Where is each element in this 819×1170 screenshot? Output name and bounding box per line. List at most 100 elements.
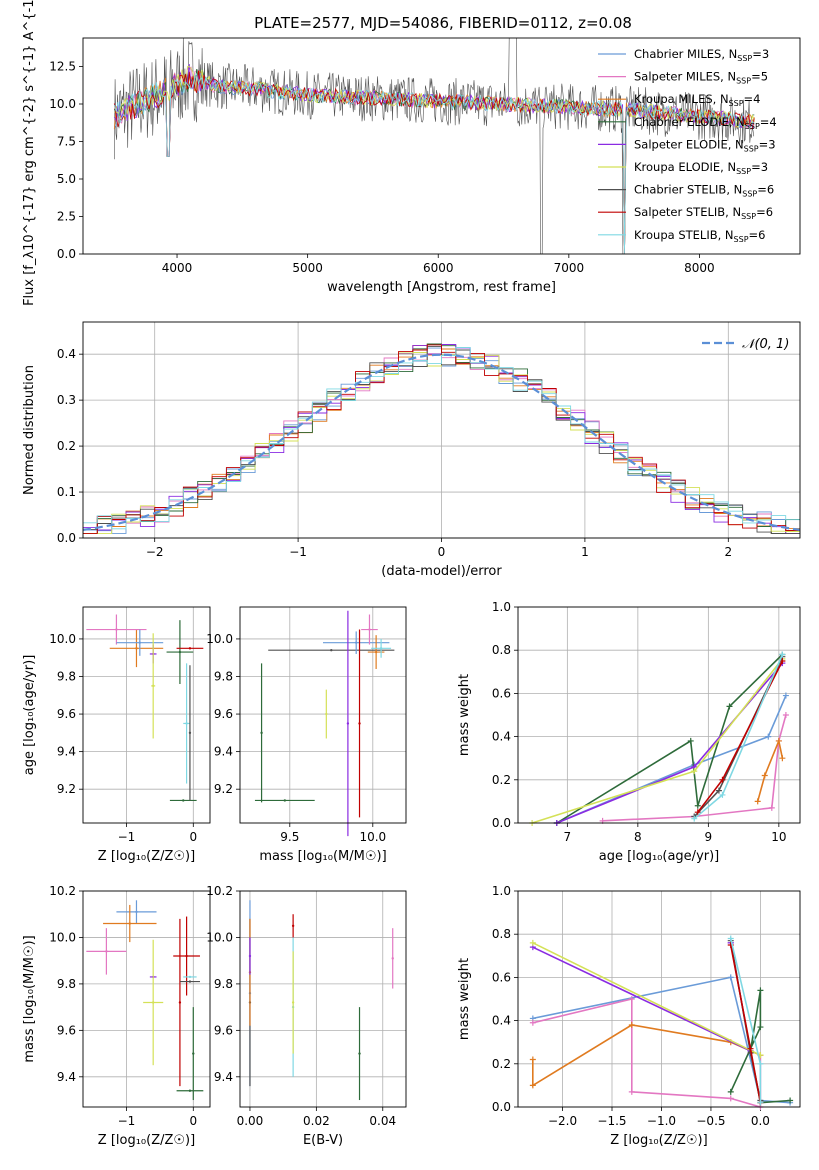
x-tick-label: −0.5 (696, 1114, 725, 1128)
y-tick-label: 10.0 (206, 930, 233, 944)
plus-marker (779, 755, 786, 762)
x-tick-label: 1 (581, 545, 589, 559)
plus-marker (691, 768, 698, 775)
axes-panel-6: 0.00 0.02 0.04 9.4 9.6 9.8 10.0 10.2 E(B-V) (206, 884, 407, 1148)
y-tick-label: 9.6 (214, 707, 233, 721)
data-point (355, 641, 358, 644)
x-axis-label: Z [log₁₀(Z/Z☉)] (98, 849, 195, 864)
y-tick-label: 5.0 (57, 172, 76, 186)
x-tick-label: 4000 (162, 261, 193, 275)
histogram-salpeter_stelib (83, 344, 800, 534)
plus-marker (529, 1056, 536, 1063)
x-tick-label: 9.5 (280, 830, 299, 844)
axes-frame (517, 606, 801, 824)
legend-entry: 𝒩(0, 1) (742, 337, 789, 352)
axes-frame (239, 890, 407, 1108)
y-tick-label: 0.4 (57, 347, 76, 361)
y-tick-label: 10.0 (206, 632, 233, 646)
plus-marker (761, 772, 768, 779)
plus-marker (782, 712, 789, 718)
y-tick-label: 0.6 (492, 686, 511, 700)
y-tick-label: 12.5 (49, 60, 76, 74)
x-axis-label: (data-model)/error (381, 564, 502, 579)
x-tick-label: 7 (564, 830, 572, 844)
series-line-kroupa_miles (756, 738, 784, 802)
axes-panel-1: −2 −1 0 1 2 0.0 0.1 0.2 0.3 0.4 (data-model)/error… (22, 321, 801, 579)
plus-marker (787, 1097, 794, 1104)
plus-marker (687, 737, 694, 744)
x-tick-label: 6000 (423, 261, 454, 275)
x-tick-label: 5000 (292, 261, 323, 275)
plus-marker (727, 1088, 734, 1095)
plus-marker (715, 787, 722, 794)
data-point (291, 1001, 295, 1004)
y-tick-label: 0.0 (57, 531, 76, 545)
data-point (374, 650, 378, 654)
plus-marker (727, 1095, 734, 1102)
x-tick-label: 7000 (554, 261, 585, 275)
y-tick-label: 2.5 (57, 210, 76, 224)
plus-marker (754, 798, 761, 805)
axes-frame (239, 606, 407, 824)
x-tick-label: 9 (705, 830, 713, 844)
plus-marker (529, 939, 536, 946)
plus-marker (719, 776, 726, 783)
y-tick-label: 0.0 (492, 816, 511, 830)
x-axis-label: mass [log₁₀(M/M☉)] (259, 849, 386, 864)
x-tick-label: 0.04 (369, 1114, 396, 1128)
y-tick-label: 9.6 (57, 1023, 76, 1037)
data-point (291, 924, 295, 928)
x-tick-label: 0.02 (303, 1114, 330, 1128)
y-axis-label: mass weight (457, 958, 472, 1040)
plus-marker (782, 692, 789, 699)
data-point (178, 650, 182, 654)
y-tick-label: 10.0 (49, 632, 76, 646)
x-tick-label: −1.0 (647, 1114, 676, 1128)
legend: Chabrier MILES, NSSP=3 Salpeter MILES, NS… (598, 47, 777, 244)
legend-entry: Chabrier STELIB, NSSP=6 (634, 183, 774, 199)
y-tick-label: 9.6 (214, 1023, 233, 1037)
chart-title: PLATE=2577, MJD=54086, FIBERID=0112, z=0… (254, 14, 632, 32)
plus-marker (757, 1024, 764, 1031)
data-point (105, 950, 108, 953)
plus-marker (719, 791, 726, 798)
x-tick-label: −2 (146, 545, 164, 559)
x-tick-label: −1 (118, 830, 136, 844)
y-tick-label: 9.8 (57, 669, 76, 683)
legend-entry: Salpeter MILES, NSSP=5 (634, 70, 768, 86)
legend-entry: Kroupa MILES, NSSP=4 (634, 92, 760, 108)
data-point (192, 1052, 195, 1055)
series-line-kroupa_miles (532, 1024, 761, 1087)
data-point (358, 1052, 361, 1055)
data-point (260, 731, 263, 735)
legend-entry: Chabrier MILES, NSSP=3 (634, 47, 769, 63)
y-tick-label: 9.4 (57, 1070, 76, 1084)
data-point (391, 957, 394, 960)
x-axis-label: E(B-V) (303, 1133, 343, 1148)
data-point (358, 722, 361, 725)
plus-marker (529, 1082, 536, 1089)
x-axis-label: age [log₁₀(age/yr)] (599, 849, 720, 864)
y-axis-label: mass [log₁₀(M/M☉)] (22, 935, 37, 1062)
y-axis-label: mass weight (457, 674, 472, 756)
y-tick-label: 1.0 (492, 884, 511, 898)
y-tick-label: 10.0 (49, 930, 76, 944)
y-tick-label: 0.0 (57, 247, 76, 261)
axes-panel-5: −1 0 9.4 9.6 9.8 10.0 10.2 Z [log₁₀(Z/Z☉)] mass … (22, 884, 211, 1148)
plus-marker (768, 804, 775, 811)
plus-marker (628, 1088, 635, 1095)
plus-marker (691, 815, 698, 822)
y-tick-label: 9.2 (214, 782, 233, 796)
plus-marker (779, 651, 786, 658)
data-point (188, 975, 192, 979)
data-point (128, 922, 131, 925)
plus-marker (757, 987, 764, 994)
plus-marker (694, 802, 701, 809)
y-tick-label: 0.0 (492, 1100, 511, 1114)
series-line-kroupa_elodie (532, 942, 761, 1056)
plus-marker (726, 703, 733, 710)
axes-panel-7: −2.0 −1.5 −1.0 −0.5 0.0 0.0 0.2 0.4 0.6 0.8 1.0 Z [… (457, 884, 801, 1148)
series-line-salpeter_miles (532, 997, 762, 1109)
plus-marker (765, 733, 772, 740)
